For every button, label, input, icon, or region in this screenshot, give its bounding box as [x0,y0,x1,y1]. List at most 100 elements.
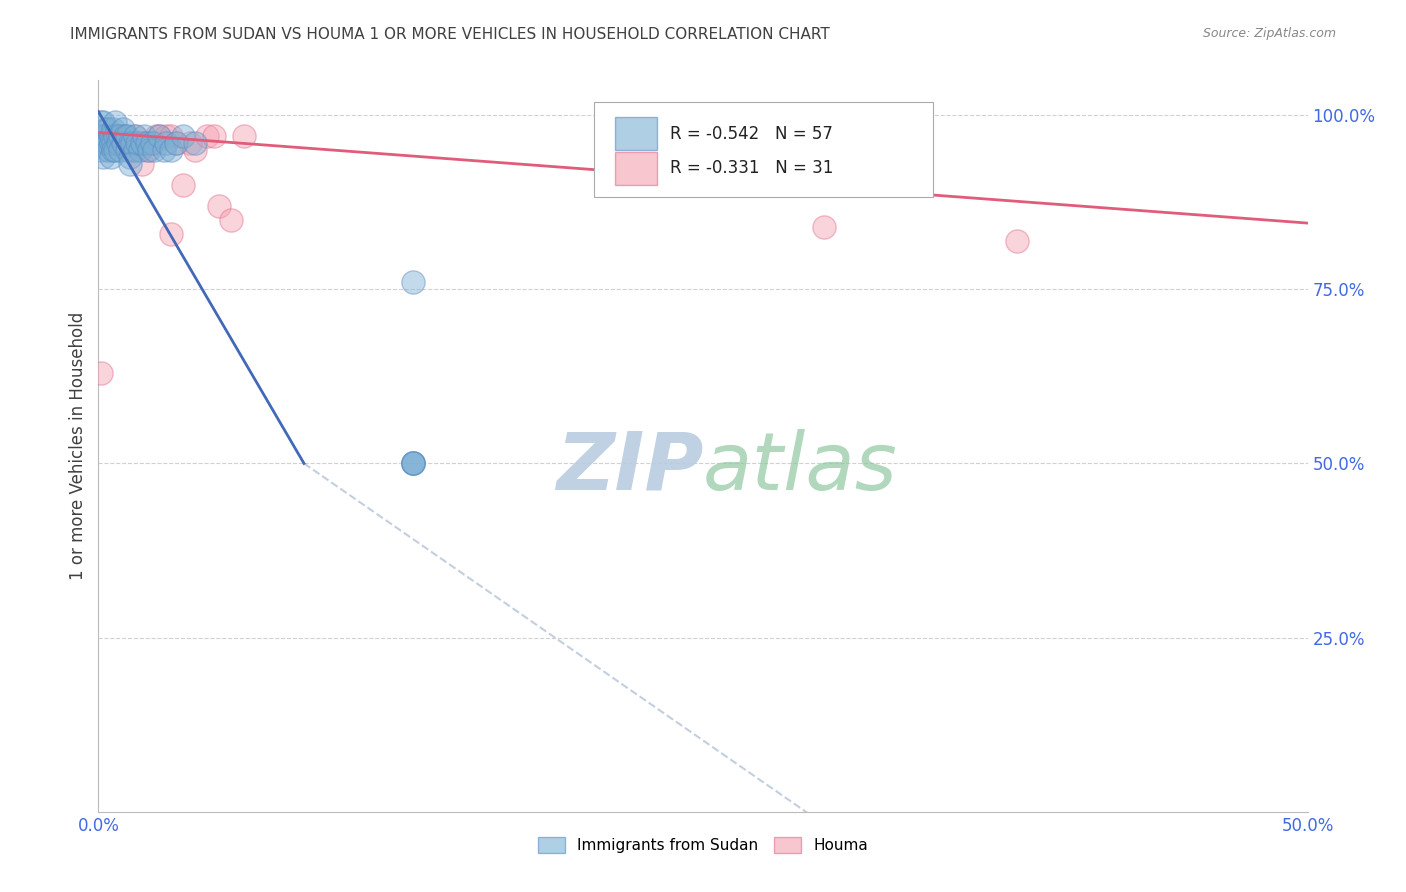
Point [131,136,153,150]
Point [184,136,207,150]
Point [155,128,177,143]
Point [402,457,425,471]
Point [184,143,207,157]
Point [100,136,122,150]
Point [148,128,170,143]
Point [111,128,134,143]
Point [138,143,160,157]
Text: R = -0.542   N = 57: R = -0.542 N = 57 [671,125,834,143]
Point [121,143,143,157]
Point [121,136,143,150]
Point [172,178,194,192]
Point [131,157,153,171]
Point [107,136,129,150]
Point [232,128,254,143]
Point [101,143,124,157]
Point [90,128,112,143]
Point [204,128,226,143]
Point [91,115,114,129]
Point [90,143,112,157]
FancyBboxPatch shape [614,152,657,185]
Point [114,128,136,143]
Point [135,143,157,157]
Point [135,136,157,150]
Text: R = -0.331   N = 31: R = -0.331 N = 31 [671,159,834,177]
Point [179,136,201,150]
Point [160,128,183,143]
Point [195,128,218,143]
Point [90,115,112,129]
Point [100,150,122,164]
Point [94,122,117,136]
Text: ZIP: ZIP [555,429,703,507]
Point [108,128,131,143]
Point [172,128,194,143]
Text: IMMIGRANTS FROM SUDAN VS HOUMA 1 OR MORE VEHICLES IN HOUSEHOLD CORRELATION CHART: IMMIGRANTS FROM SUDAN VS HOUMA 1 OR MORE… [70,27,830,42]
Point [91,136,114,150]
Text: Source: ZipAtlas.com: Source: ZipAtlas.com [1202,27,1336,40]
Point [118,136,141,150]
Point [91,128,114,143]
Point [90,366,112,380]
Point [100,128,122,143]
Point [152,143,174,157]
Point [813,219,835,234]
Point [91,150,114,164]
Point [104,115,127,129]
Point [118,150,141,164]
Point [402,457,425,471]
Point [160,227,183,241]
Point [134,128,156,143]
Point [117,143,139,157]
Point [402,457,425,471]
Point [94,136,117,150]
Point [104,128,127,143]
Point [94,128,117,143]
Point [108,143,131,157]
Point [104,143,127,157]
Point [111,136,134,150]
Point [124,143,146,157]
Legend: Immigrants from Sudan, Houma: Immigrants from Sudan, Houma [531,830,875,859]
Point [141,136,163,150]
Point [104,136,127,150]
Point [128,143,150,157]
Point [118,157,141,171]
Point [124,128,146,143]
Point [134,136,156,150]
Point [127,136,149,150]
Point [221,212,243,227]
Point [94,128,117,143]
Point [117,136,139,150]
Point [1007,234,1029,248]
Point [97,136,120,150]
Point [91,128,114,143]
Point [101,136,124,150]
Point [208,199,231,213]
Point [165,136,187,150]
Point [117,128,139,143]
Point [107,128,129,143]
Point [97,143,120,157]
Point [402,457,425,471]
Point [111,122,134,136]
Point [145,128,167,143]
FancyBboxPatch shape [595,103,932,197]
Point [100,136,122,150]
Point [108,128,131,143]
Text: atlas: atlas [703,429,898,507]
Point [155,136,177,150]
Point [97,122,120,136]
Point [90,128,112,143]
Point [143,143,166,157]
FancyBboxPatch shape [614,117,657,150]
Point [402,275,425,289]
Point [124,128,146,143]
Point [141,136,163,150]
Point [143,136,166,150]
Y-axis label: 1 or more Vehicles in Household: 1 or more Vehicles in Household [69,312,87,580]
Point [148,128,170,143]
Point [160,143,183,157]
Point [107,136,129,150]
Point [165,136,187,150]
